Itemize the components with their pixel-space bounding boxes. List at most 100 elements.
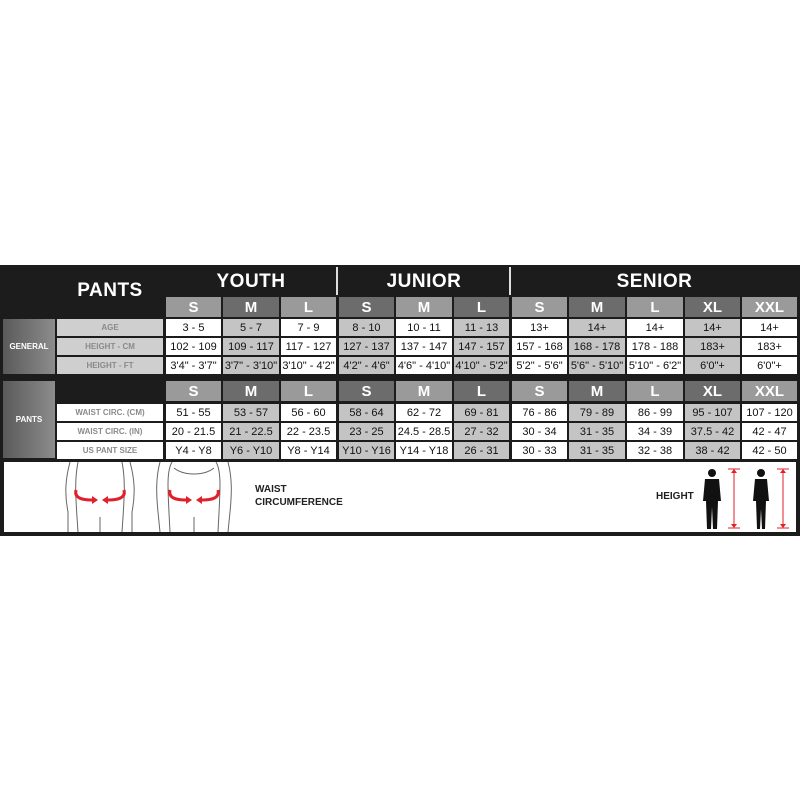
- table-cell: 168 - 178: [569, 338, 625, 355]
- height-figure-male-icon: [703, 468, 740, 529]
- table-cell: Y8 - Y14: [281, 442, 336, 459]
- table-cell: Y10 - Y16: [339, 442, 394, 459]
- table-cell: 107 - 120: [742, 404, 797, 421]
- table-cell: 5'10" - 6'2": [627, 357, 683, 374]
- section-label-general: GENERAL: [3, 319, 55, 374]
- table-cell: 14+: [569, 319, 625, 336]
- table-cell: 4'10" - 5'2": [454, 357, 509, 374]
- table-cell: 5'6" - 5'10": [569, 357, 625, 374]
- pants-size-chart: PANTS YOUTH JUNIOR SENIOR S M L S M L S M L XL XXL S M L S…: [0, 265, 800, 536]
- table-cell: 86 - 99: [627, 404, 683, 421]
- table-cell: 4'2" - 4'6": [339, 357, 394, 374]
- size-header-senior-l: L: [627, 297, 683, 317]
- table-cell: 3'7" - 3'10": [223, 357, 279, 374]
- table-cell: 3 - 5: [166, 319, 221, 336]
- size-header-junior-l: L: [454, 381, 509, 401]
- table-cell: 69 - 81: [454, 404, 509, 421]
- table-cell: 14+: [685, 319, 740, 336]
- table-cell: 4'6" - 4'10": [396, 357, 452, 374]
- pants-header-blank: [57, 381, 163, 401]
- table-cell: 5 - 7: [223, 319, 279, 336]
- table-cell: 109 - 117: [223, 338, 279, 355]
- group-title-junior: JUNIOR: [386, 271, 462, 292]
- size-header-senior-xxl: XXL: [742, 297, 797, 317]
- measurement-guide: WAIST CIRCUMFERENCE HEIGHT: [4, 462, 796, 532]
- table-cell: 183+: [685, 338, 740, 355]
- table-cell: 11 - 13: [454, 319, 509, 336]
- table-cell: 79 - 89: [569, 404, 625, 421]
- table-cell: 14+: [742, 319, 797, 336]
- table-cell: 6'0"+: [742, 357, 797, 374]
- row-label: WAIST CIRC. (CM): [57, 404, 163, 421]
- table-cell: 21 - 22.5: [223, 423, 279, 440]
- group-title-senior: SENIOR: [616, 271, 693, 292]
- table-cell: 24.5 - 28.5: [396, 423, 452, 440]
- table-cell: 22 - 23.5: [281, 423, 336, 440]
- table-cell: 76 - 86: [512, 404, 567, 421]
- table-cell: 32 - 38: [627, 442, 683, 459]
- table-cell: 5'2" - 5'6": [512, 357, 567, 374]
- table-cell: 56 - 60: [281, 404, 336, 421]
- size-header-junior-m: M: [396, 297, 452, 317]
- size-header-senior-xxl: XXL: [742, 381, 797, 401]
- size-header-junior-s: S: [339, 381, 394, 401]
- table-cell: 51 - 55: [166, 404, 221, 421]
- row-label: WAIST CIRC. (IN): [57, 423, 163, 440]
- table-cell: 157 - 168: [512, 338, 567, 355]
- table-cell: 20 - 21.5: [166, 423, 221, 440]
- size-header-youth-s: S: [166, 381, 221, 401]
- size-header-junior-l: L: [454, 297, 509, 317]
- table-cell: Y6 - Y10: [223, 442, 279, 459]
- table-cell: 95 - 107: [685, 404, 740, 421]
- table-cell: 183+: [742, 338, 797, 355]
- section-label-pants: PANTS: [3, 381, 55, 458]
- row-label: HEIGHT - FT: [57, 357, 163, 374]
- waist-caption: WAIST CIRCUMFERENCE: [255, 483, 343, 509]
- table-cell: 26 - 31: [454, 442, 509, 459]
- table-cell: 37.5 - 42: [685, 423, 740, 440]
- table-cell: 27 - 32: [454, 423, 509, 440]
- row-label: HEIGHT - CM: [57, 338, 163, 355]
- size-header-youth-s: S: [166, 297, 221, 317]
- size-header-junior-s: S: [339, 297, 394, 317]
- table-cell: 137 - 147: [396, 338, 452, 355]
- table-cell: 31 - 35: [569, 442, 625, 459]
- size-header-youth-m: M: [223, 297, 279, 317]
- waist-caption-line1: WAIST: [255, 484, 287, 495]
- table-cell: 7 - 9: [281, 319, 336, 336]
- size-header-senior-s: S: [512, 297, 567, 317]
- table-cell: 147 - 157: [454, 338, 509, 355]
- table-cell: 8 - 10: [339, 319, 394, 336]
- size-header-senior-xl: XL: [685, 381, 740, 401]
- size-header-senior-m: M: [569, 381, 625, 401]
- waist-measure-figure-front-icon: [156, 462, 232, 532]
- size-header-senior-xl: XL: [685, 297, 740, 317]
- size-header-youth-m: M: [223, 381, 279, 401]
- table-cell: 117 - 127: [281, 338, 336, 355]
- table-cell: 30 - 33: [512, 442, 567, 459]
- table-cell: 30 - 34: [512, 423, 567, 440]
- size-header-youth-l: L: [281, 297, 336, 317]
- row-label: US PANT SIZE: [57, 442, 163, 459]
- waist-measure-figure-back-icon: [65, 462, 135, 532]
- table-cell: 102 - 109: [166, 338, 221, 355]
- table-cell: 178 - 188: [627, 338, 683, 355]
- group-divider: [336, 267, 338, 295]
- table-cell: 62 - 72: [396, 404, 452, 421]
- table-cell: 53 - 57: [223, 404, 279, 421]
- waist-caption-line2: CIRCUMFERENCE: [255, 497, 343, 508]
- group-divider: [509, 267, 511, 295]
- chart-title: PANTS: [77, 280, 143, 301]
- table-cell: 3'4" - 3'7": [166, 357, 221, 374]
- table-cell: 13+: [512, 319, 567, 336]
- table-cell: 127 - 137: [339, 338, 394, 355]
- table-cell: 58 - 64: [339, 404, 394, 421]
- height-figure-female-icon: [753, 468, 789, 529]
- table-cell: 3'10" - 4'2": [281, 357, 336, 374]
- size-header-senior-s: S: [512, 381, 567, 401]
- group-title-youth: YOUTH: [216, 271, 286, 292]
- table-cell: Y4 - Y8: [166, 442, 221, 459]
- size-header-youth-l: L: [281, 381, 336, 401]
- size-header-junior-m: M: [396, 381, 452, 401]
- table-cell: 42 - 47: [742, 423, 797, 440]
